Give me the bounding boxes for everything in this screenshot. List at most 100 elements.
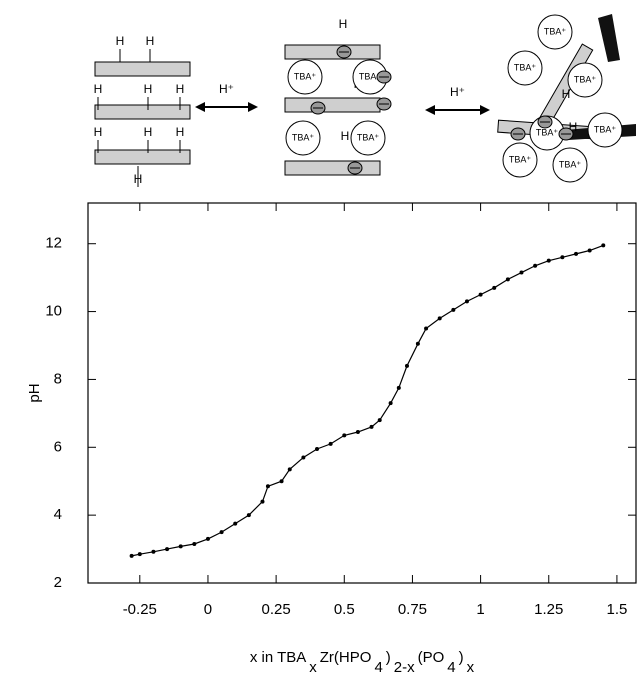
x-axis-label: x in TBAxZr(HPO4)2-x(PO4)x — [250, 649, 475, 676]
hydrogen-label: H — [569, 120, 578, 134]
hydrogen-label: H — [116, 34, 125, 48]
tba-label: TBA⁺ — [294, 71, 317, 81]
tba-label: TBA⁺ — [536, 127, 559, 137]
hydrogen-label: H — [176, 82, 185, 96]
data-point — [404, 363, 409, 368]
hydrogen-label: H — [144, 125, 153, 139]
layer-sheet — [94, 149, 191, 165]
tba-ion — [350, 120, 386, 156]
data-point — [519, 270, 524, 275]
tba-label: TBA⁺ — [514, 62, 537, 72]
arrow-head — [195, 102, 205, 112]
y-tick-label: 2 — [54, 574, 62, 591]
data-point — [265, 484, 270, 489]
layer-sheet — [94, 61, 191, 77]
data-point — [315, 446, 320, 451]
layer-sheet — [284, 97, 381, 113]
hydrogen-label: H — [339, 17, 348, 31]
data-point — [129, 553, 134, 558]
tba-ion — [502, 142, 538, 178]
x-axis-label-part: ) — [386, 649, 391, 666]
tba-ion — [552, 147, 588, 183]
hydrogen-label: H — [144, 82, 153, 96]
arrow-head — [425, 105, 435, 115]
y-tick-label: 6 — [54, 438, 62, 455]
x-axis-label-part: ) — [459, 649, 464, 666]
x-axis-label-part: x — [309, 659, 317, 676]
layer-sheet-dark — [598, 14, 620, 62]
y-tick-label: 12 — [45, 235, 62, 252]
arrow-label: H⁺ — [219, 82, 234, 96]
tba-ion — [507, 50, 543, 86]
hydrogen-label: H — [94, 82, 103, 96]
data-point — [287, 467, 292, 472]
data-point — [165, 547, 170, 552]
tba-ion — [587, 112, 623, 148]
x-tick-label: 0.25 — [262, 601, 291, 618]
data-point — [328, 441, 333, 446]
x-tick-label: 0 — [204, 601, 212, 618]
hydrogen-label: H — [562, 87, 571, 101]
x-axis-label-part: x — [467, 659, 475, 676]
plot-frame — [87, 202, 637, 584]
arrow-head — [248, 102, 258, 112]
data-point — [192, 541, 197, 546]
data-point — [377, 418, 382, 423]
data-point — [415, 341, 420, 346]
data-point — [342, 433, 347, 438]
data-point — [388, 401, 393, 406]
x-tick-label: 0.5 — [334, 601, 355, 618]
tba-label: TBA⁺ — [574, 74, 597, 84]
tba-ion — [285, 120, 321, 156]
data-point — [260, 499, 265, 504]
data-point — [424, 326, 429, 331]
x-tick-label: -0.25 — [123, 601, 157, 618]
data-point — [601, 243, 606, 248]
data-point — [437, 316, 442, 321]
data-point — [279, 479, 284, 484]
data-point — [533, 263, 538, 268]
x-tick-label: 0.75 — [398, 601, 427, 618]
x-axis-label-part: 4 — [447, 659, 455, 676]
tba-label: TBA⁺ — [292, 132, 315, 142]
arrow-label: H⁺ — [450, 85, 465, 99]
layer-sheet — [94, 104, 191, 120]
x-tick-label: 1 — [476, 601, 484, 618]
y-tick-label: 4 — [54, 506, 62, 523]
tba-label: TBA⁺ — [544, 26, 567, 36]
arrow-head — [480, 105, 490, 115]
data-point — [137, 552, 142, 557]
data-point — [451, 307, 456, 312]
data-point — [560, 255, 565, 260]
tba-label: TBA⁺ — [559, 159, 582, 169]
tba-ion — [287, 59, 323, 95]
tba-label: TBA⁺ — [359, 71, 382, 81]
data-line — [131, 244, 604, 557]
data-point — [219, 530, 224, 535]
x-tick-label: 1.25 — [534, 601, 563, 618]
tba-ion — [567, 62, 603, 98]
x-axis-label-part: 2-x — [394, 659, 415, 676]
data-point — [478, 292, 483, 297]
data-point — [205, 536, 210, 541]
x-axis-label-part: x in TBA — [250, 649, 306, 666]
data-point — [233, 521, 238, 526]
data-point — [546, 258, 551, 263]
y-axis-label: pH — [26, 383, 43, 402]
data-point — [464, 299, 469, 304]
data-point — [505, 277, 510, 282]
tba-label: TBA⁺ — [357, 132, 380, 142]
data-point — [301, 455, 306, 460]
hydrogen-label: H — [341, 129, 350, 143]
tba-ion — [537, 14, 573, 50]
hydrogen-label: H — [94, 125, 103, 139]
y-tick-label: 10 — [45, 303, 62, 320]
hydrogen-label: H — [134, 172, 143, 186]
data-point — [369, 424, 374, 429]
x-tick-label: 1.5 — [606, 601, 627, 618]
hydrogen-label: H — [146, 34, 155, 48]
x-axis-label-part: (PO — [418, 649, 445, 666]
hydrogen-label: H — [176, 125, 185, 139]
data-point — [492, 285, 497, 290]
